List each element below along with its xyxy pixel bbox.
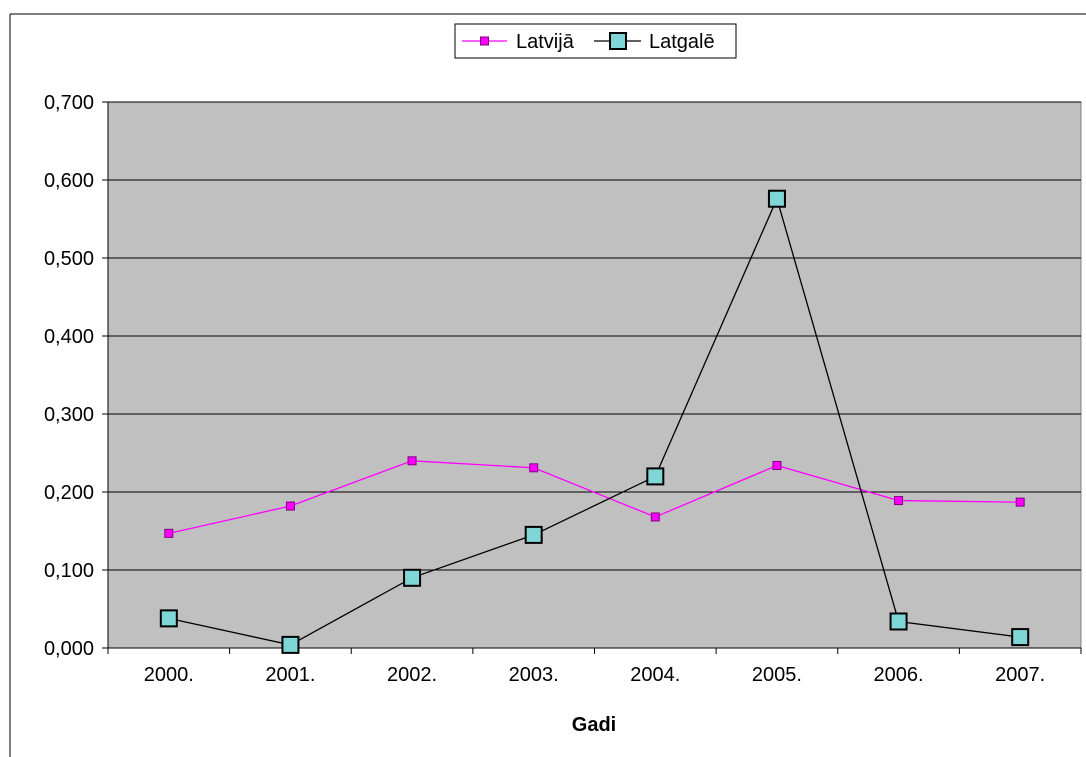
y-tick-label: 0,200 [44,482,94,504]
x-tick-label: 2007. [995,664,1045,686]
x-tick-label: 2005. [752,664,802,686]
data-point [650,512,660,522]
data-point [281,635,300,654]
legend: Latvijā Latgalē [454,23,737,59]
y-tick-label: 0,700 [44,92,94,114]
axes: 0,000 0,100 0,200 0,300 0,400 0,500 0,600 0,700… [44,92,1082,686]
y-tick-label: 0,400 [44,326,94,348]
y-tick-label: 0,100 [44,560,94,582]
series-latgale [159,189,1030,654]
x-tick-label: 2001. [265,664,315,686]
x-tick-label: 2002. [387,664,437,686]
x-tick-label: 2004. [630,664,680,686]
x-tick-label: 2006. [874,664,924,686]
data-point [407,456,417,466]
legend-item-latgale: Latgalē [594,31,715,53]
data-point [403,568,422,587]
legend-label-latgale: Latgalē [649,31,715,53]
series-line [168,196,1021,646]
y-tick-label: 0,500 [44,248,94,270]
data-point [646,467,665,486]
data-point [524,525,543,544]
series-latvija [164,456,1025,538]
data-point [767,189,786,208]
legend-label-latvija: Latvijā [516,31,575,53]
y-tick-label: 0,000 [44,638,94,660]
data-point [1015,497,1025,507]
x-axis-title: Gadi [572,714,616,736]
x-tick-label: 2003. [509,664,559,686]
data-point [772,460,782,470]
series-line [168,460,1021,534]
x-tick-label: 2000. [144,664,194,686]
series-group [159,189,1030,654]
data-point [894,496,904,506]
data-point [159,609,178,628]
plot-area [107,101,1082,649]
data-point [1011,628,1030,647]
gridlines [108,101,1081,571]
legend-marker-latvija [480,36,489,46]
data-point [889,612,908,631]
data-point [164,528,174,538]
y-tick-label: 0,600 [44,170,94,192]
data-point [285,501,295,511]
legend-marker-latgale [609,32,627,50]
data-point [529,463,539,473]
legend-item-latvija: Latvijā [462,31,575,53]
y-tick-label: 0,300 [44,404,94,426]
